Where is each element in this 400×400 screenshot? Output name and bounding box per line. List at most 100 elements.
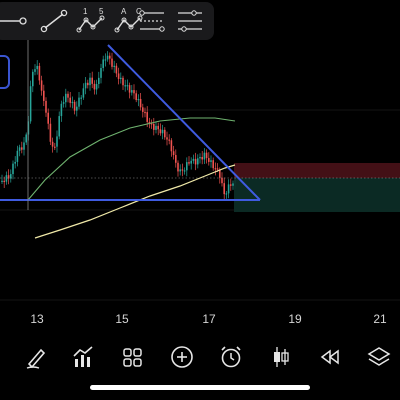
candle-body	[216, 168, 219, 170]
candle-body	[188, 162, 190, 164]
indicators-icon[interactable]	[68, 342, 98, 372]
candle-body	[89, 77, 91, 86]
candle-body	[12, 163, 14, 175]
candle-body	[1, 180, 3, 182]
candle-body	[60, 103, 63, 117]
pattern-1-label: 1	[83, 7, 88, 16]
candle-body	[166, 137, 168, 140]
candle-type-icon[interactable]	[266, 342, 296, 372]
candle-body	[142, 107, 144, 112]
candle-body	[161, 129, 164, 134]
horizontal-ray-icon[interactable]	[0, 5, 34, 37]
pattern-c-label: C	[136, 7, 142, 16]
candle-body	[205, 152, 208, 159]
candle-body	[18, 147, 21, 151]
layouts-icon[interactable]	[117, 342, 147, 372]
candle-body	[227, 184, 230, 194]
candle-body	[115, 65, 118, 74]
pattern-1-5-icon[interactable]: 1 5	[74, 5, 110, 37]
price-chart[interactable]	[0, 0, 400, 330]
trend-line-icon[interactable]	[36, 5, 72, 37]
candle-body	[67, 93, 69, 98]
add-icon[interactable]	[167, 342, 197, 372]
candle-body	[71, 101, 74, 104]
candle-body	[69, 97, 71, 103]
candle-body	[190, 160, 192, 164]
candle-body	[76, 106, 78, 111]
x-axis-label-19: 19	[288, 312, 302, 326]
candle-body	[14, 161, 16, 164]
candle-body	[65, 93, 67, 103]
candle-body	[104, 59, 107, 61]
candle-body	[194, 158, 197, 165]
layers-icon[interactable]	[364, 342, 394, 372]
candle-body	[45, 100, 47, 113]
candle-body	[232, 183, 234, 186]
candle-body	[172, 151, 175, 156]
candle-body	[5, 175, 8, 182]
candle-body	[78, 97, 80, 107]
home-indicator[interactable]	[90, 385, 310, 390]
x-axis-label-13: 13	[30, 312, 44, 326]
candle-body	[16, 150, 19, 162]
candle-body	[62, 102, 65, 104]
candle-body	[23, 142, 25, 150]
candle-body	[111, 58, 113, 67]
draw-icon[interactable]	[21, 342, 51, 372]
candle-body	[47, 112, 49, 124]
candle-body	[102, 59, 104, 69]
candle-body	[170, 140, 173, 152]
descending-trendline	[107, 44, 261, 201]
candle-body	[126, 85, 129, 87]
candle-body	[159, 129, 162, 134]
candle-body	[122, 77, 124, 86]
candle-body	[113, 65, 115, 67]
x-axis-label-21: 21	[373, 312, 387, 326]
candle-body	[56, 136, 58, 147]
candle-body	[95, 84, 98, 90]
candle-body	[7, 175, 10, 179]
candle-body	[223, 183, 225, 195]
stop-loss-zone	[234, 163, 400, 178]
x-axis-label-17: 17	[202, 312, 216, 326]
candle-body	[179, 169, 181, 172]
candle-body	[137, 98, 140, 101]
candle-body	[155, 125, 157, 130]
candle-body	[150, 123, 153, 125]
candle-body	[144, 111, 146, 114]
candle-body	[219, 169, 221, 178]
candle-body	[87, 82, 89, 86]
candle-body	[225, 193, 228, 195]
replay-icon[interactable]	[315, 342, 345, 372]
pattern-a-c-icon[interactable]: A C	[112, 5, 148, 37]
candle-body	[49, 123, 52, 142]
drawing-tools-bar: 1 5 A C	[0, 2, 214, 40]
candle-body	[208, 158, 210, 162]
candle-body	[40, 80, 43, 91]
candle-body	[168, 139, 170, 141]
candle-body	[139, 98, 142, 108]
candle-body	[106, 55, 109, 60]
candle-body	[21, 147, 23, 150]
candle-body	[146, 112, 148, 122]
candle-body	[91, 77, 93, 84]
candle-body	[54, 146, 56, 148]
candle-body	[93, 83, 96, 90]
candle-body	[210, 160, 212, 162]
candle-body	[80, 97, 82, 99]
candle-body	[133, 90, 135, 94]
candle-body	[199, 156, 201, 159]
fib-extension-icon[interactable]	[172, 5, 208, 37]
candle-body	[128, 85, 131, 93]
fib-retracement-icon[interactable]	[134, 5, 170, 37]
candle-body	[109, 55, 111, 59]
alarm-icon[interactable]	[216, 342, 246, 372]
candle-body	[73, 101, 76, 111]
candle-body	[212, 160, 214, 169]
candle-body	[157, 125, 159, 130]
object-tree-button[interactable]	[0, 55, 10, 89]
candle-body	[186, 162, 188, 171]
bottom-toolbar	[0, 340, 400, 374]
candle-body	[201, 156, 203, 160]
candle-body	[135, 93, 137, 101]
